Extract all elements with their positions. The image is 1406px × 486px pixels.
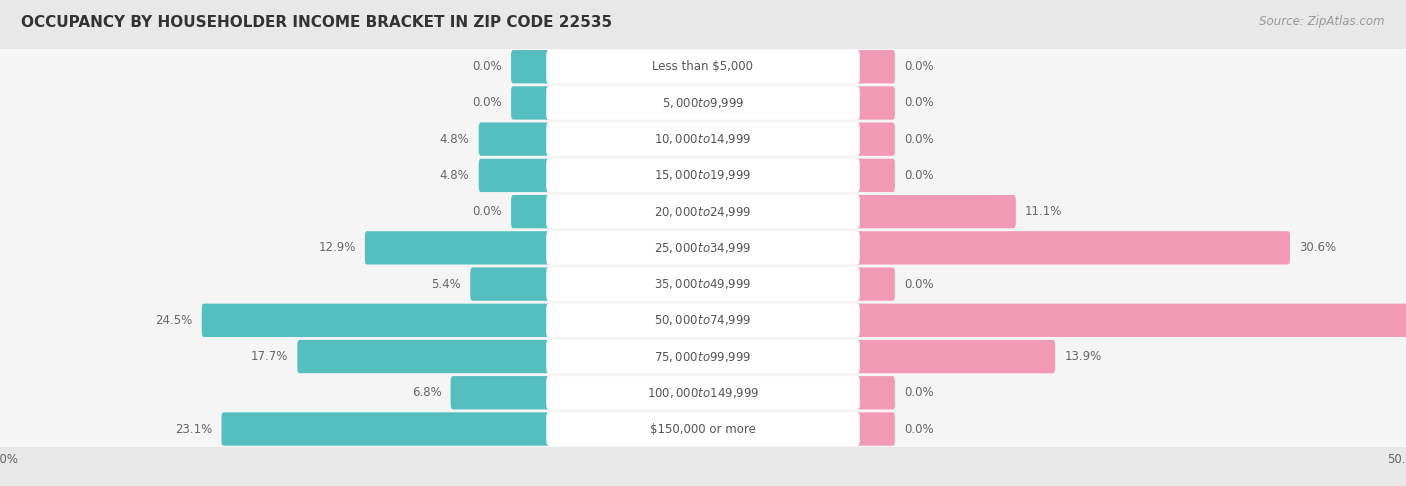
Text: 0.0%: 0.0% bbox=[472, 205, 502, 218]
Text: $10,000 to $14,999: $10,000 to $14,999 bbox=[654, 132, 752, 146]
Text: Source: ZipAtlas.com: Source: ZipAtlas.com bbox=[1260, 15, 1385, 28]
FancyBboxPatch shape bbox=[478, 159, 550, 192]
Text: 0.0%: 0.0% bbox=[472, 96, 502, 109]
Legend: Owner-occupied, Renter-occupied: Owner-occupied, Renter-occupied bbox=[567, 482, 839, 486]
FancyBboxPatch shape bbox=[0, 77, 1406, 129]
FancyBboxPatch shape bbox=[512, 50, 550, 84]
Text: 0.0%: 0.0% bbox=[904, 169, 934, 182]
FancyBboxPatch shape bbox=[855, 231, 1291, 264]
Text: 17.7%: 17.7% bbox=[250, 350, 288, 363]
Text: 24.5%: 24.5% bbox=[156, 314, 193, 327]
FancyBboxPatch shape bbox=[546, 87, 860, 120]
FancyBboxPatch shape bbox=[855, 159, 896, 192]
FancyBboxPatch shape bbox=[855, 267, 896, 301]
FancyBboxPatch shape bbox=[546, 231, 860, 264]
Text: OCCUPANCY BY HOUSEHOLDER INCOME BRACKET IN ZIP CODE 22535: OCCUPANCY BY HOUSEHOLDER INCOME BRACKET … bbox=[21, 15, 612, 30]
Text: 0.0%: 0.0% bbox=[904, 278, 934, 291]
FancyBboxPatch shape bbox=[546, 412, 860, 446]
FancyBboxPatch shape bbox=[855, 195, 1015, 228]
Text: $50,000 to $74,999: $50,000 to $74,999 bbox=[654, 313, 752, 327]
FancyBboxPatch shape bbox=[0, 258, 1406, 310]
FancyBboxPatch shape bbox=[0, 149, 1406, 202]
FancyBboxPatch shape bbox=[0, 113, 1406, 165]
Text: $75,000 to $99,999: $75,000 to $99,999 bbox=[654, 349, 752, 364]
FancyBboxPatch shape bbox=[855, 50, 896, 84]
FancyBboxPatch shape bbox=[450, 376, 551, 409]
Text: 0.0%: 0.0% bbox=[904, 60, 934, 73]
FancyBboxPatch shape bbox=[546, 376, 860, 409]
FancyBboxPatch shape bbox=[546, 267, 860, 301]
FancyBboxPatch shape bbox=[512, 87, 550, 120]
FancyBboxPatch shape bbox=[855, 87, 896, 120]
FancyBboxPatch shape bbox=[546, 159, 860, 192]
FancyBboxPatch shape bbox=[855, 340, 1054, 373]
Text: 30.6%: 30.6% bbox=[1299, 242, 1336, 254]
Text: 0.0%: 0.0% bbox=[904, 133, 934, 146]
Text: 12.9%: 12.9% bbox=[318, 242, 356, 254]
FancyBboxPatch shape bbox=[366, 231, 551, 264]
Text: $25,000 to $34,999: $25,000 to $34,999 bbox=[654, 241, 752, 255]
FancyBboxPatch shape bbox=[855, 376, 896, 409]
Text: Less than $5,000: Less than $5,000 bbox=[652, 60, 754, 73]
FancyBboxPatch shape bbox=[202, 304, 551, 337]
Text: $5,000 to $9,999: $5,000 to $9,999 bbox=[662, 96, 744, 110]
FancyBboxPatch shape bbox=[855, 122, 896, 156]
FancyBboxPatch shape bbox=[546, 304, 860, 337]
FancyBboxPatch shape bbox=[546, 195, 860, 228]
Text: 0.0%: 0.0% bbox=[904, 422, 934, 435]
Text: 11.1%: 11.1% bbox=[1025, 205, 1063, 218]
FancyBboxPatch shape bbox=[0, 222, 1406, 274]
FancyBboxPatch shape bbox=[546, 50, 860, 84]
Text: 0.0%: 0.0% bbox=[472, 60, 502, 73]
Text: 5.4%: 5.4% bbox=[432, 278, 461, 291]
Text: 0.0%: 0.0% bbox=[904, 386, 934, 399]
Text: 6.8%: 6.8% bbox=[412, 386, 441, 399]
Text: 4.8%: 4.8% bbox=[440, 169, 470, 182]
Text: 13.9%: 13.9% bbox=[1064, 350, 1101, 363]
FancyBboxPatch shape bbox=[546, 340, 860, 373]
FancyBboxPatch shape bbox=[0, 294, 1406, 347]
FancyBboxPatch shape bbox=[0, 367, 1406, 419]
FancyBboxPatch shape bbox=[512, 195, 550, 228]
Text: 0.0%: 0.0% bbox=[904, 96, 934, 109]
Text: $20,000 to $24,999: $20,000 to $24,999 bbox=[654, 205, 752, 219]
FancyBboxPatch shape bbox=[0, 186, 1406, 238]
FancyBboxPatch shape bbox=[470, 267, 551, 301]
Text: 23.1%: 23.1% bbox=[176, 422, 212, 435]
FancyBboxPatch shape bbox=[0, 330, 1406, 382]
Text: $35,000 to $49,999: $35,000 to $49,999 bbox=[654, 277, 752, 291]
Text: $15,000 to $19,999: $15,000 to $19,999 bbox=[654, 169, 752, 182]
FancyBboxPatch shape bbox=[298, 340, 551, 373]
Text: 4.8%: 4.8% bbox=[440, 133, 470, 146]
FancyBboxPatch shape bbox=[546, 122, 860, 156]
FancyBboxPatch shape bbox=[855, 412, 896, 446]
FancyBboxPatch shape bbox=[855, 304, 1406, 337]
Text: $150,000 or more: $150,000 or more bbox=[650, 422, 756, 435]
FancyBboxPatch shape bbox=[222, 412, 551, 446]
FancyBboxPatch shape bbox=[0, 403, 1406, 455]
FancyBboxPatch shape bbox=[0, 41, 1406, 93]
FancyBboxPatch shape bbox=[478, 122, 550, 156]
Text: $100,000 to $149,999: $100,000 to $149,999 bbox=[647, 386, 759, 400]
